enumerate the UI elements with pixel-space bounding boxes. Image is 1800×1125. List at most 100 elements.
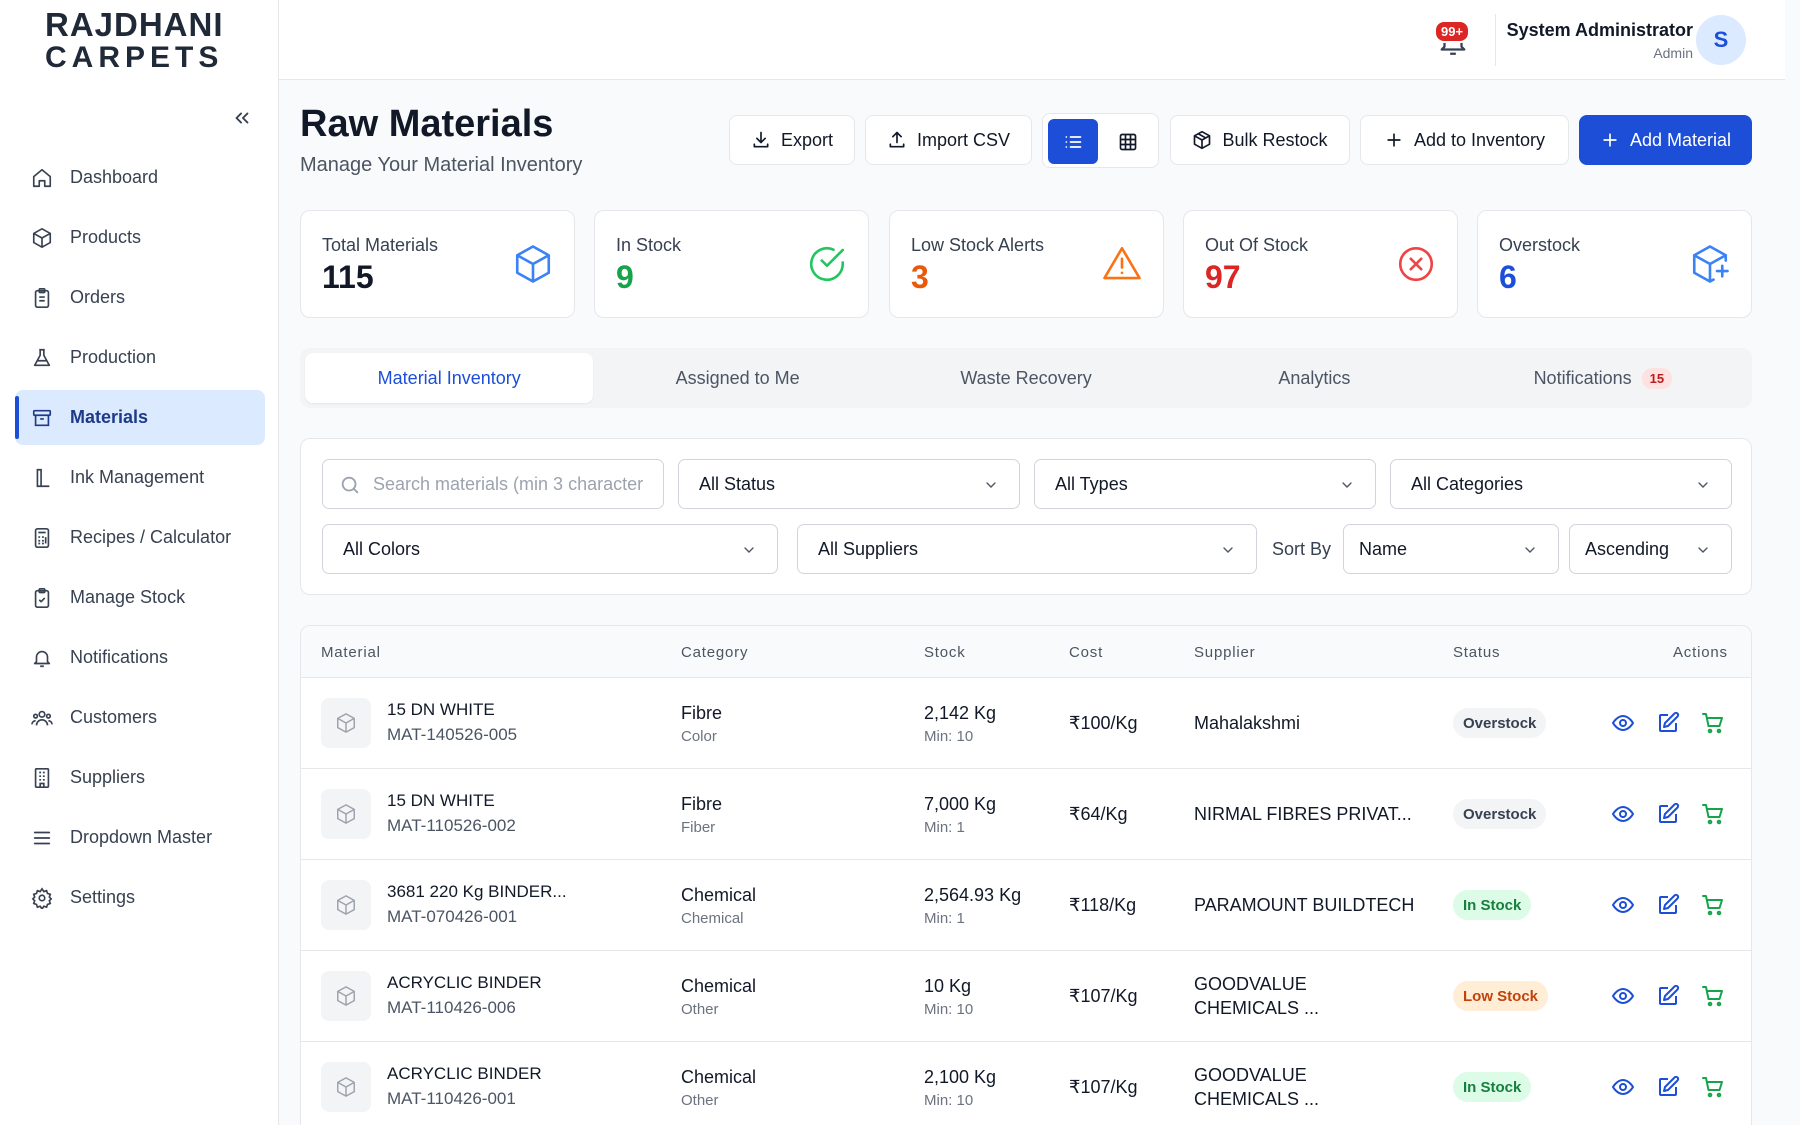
status-select[interactable]: All Status: [678, 459, 1020, 509]
list-view-button[interactable]: [1048, 119, 1098, 164]
users-icon: [30, 706, 54, 730]
sidebar-item-dashboard[interactable]: Dashboard: [15, 150, 265, 205]
colors-select[interactable]: All Colors: [322, 524, 778, 574]
column-header-material[interactable]: Material: [321, 644, 381, 661]
brand-logo[interactable]: RAJDHANI CARPETS: [45, 8, 224, 74]
edit-icon[interactable]: [1656, 984, 1680, 1008]
avatar[interactable]: S: [1696, 15, 1746, 65]
stock-qty: 2,142 Kg: [924, 703, 997, 723]
materials-table: Material Category Stock Cost Supplier St…: [300, 625, 1752, 1125]
table-row[interactable]: 3681 220 Kg BINDER... MAT-070426-001 Che…: [301, 860, 1751, 951]
search-input[interactable]: [373, 473, 643, 495]
sidebar-item-label: Customers: [70, 707, 158, 727]
cube-icon: [337, 986, 355, 1006]
cart-icon[interactable]: [1701, 711, 1725, 735]
import-csv-button[interactable]: Import CSV: [865, 115, 1032, 165]
sidebar: RAJDHANI CARPETS Dashboard Products Orde…: [0, 0, 279, 1125]
sub-category: Other: [681, 1001, 719, 1018]
edit-icon[interactable]: [1656, 893, 1680, 917]
material-code: MAT-070426-001: [387, 907, 518, 926]
categories-select[interactable]: All Categories: [1390, 459, 1732, 509]
sidebar-item-label: Suppliers: [70, 767, 146, 787]
sidebar-item-customers[interactable]: Customers: [15, 690, 265, 745]
cart-icon[interactable]: [1701, 802, 1725, 826]
bulk-restock-button[interactable]: Bulk Restock: [1170, 115, 1350, 165]
cart-icon[interactable]: [1701, 893, 1725, 917]
column-header-supplier[interactable]: Supplier: [1194, 644, 1256, 661]
sidebar-item-recipes-calculator[interactable]: Recipes / Calculator: [15, 510, 265, 565]
table-row[interactable]: ACRYCLIC BINDER MAT-110426-006 Chemical …: [301, 951, 1751, 1042]
column-header-category[interactable]: Category: [681, 644, 749, 661]
add-to-inventory-button[interactable]: Add to Inventory: [1360, 115, 1569, 165]
brand-line-2: CARPETS: [45, 41, 224, 74]
sidebar-item-notifications[interactable]: Notifications: [15, 630, 265, 685]
export-button[interactable]: Export: [729, 115, 855, 165]
x-circle-icon: [1398, 246, 1434, 282]
header-divider: [1495, 14, 1496, 66]
grid-view-button[interactable]: [1103, 119, 1153, 164]
tab-analytics[interactable]: Analytics: [1170, 353, 1458, 403]
user-info[interactable]: System Administrator Admin: [1507, 20, 1693, 61]
tab-waste-recovery[interactable]: Waste Recovery: [882, 353, 1170, 403]
notifications-button[interactable]: 99+: [1434, 20, 1471, 58]
sidebar-item-label: Dropdown Master: [70, 827, 213, 847]
stat-label: In Stock: [616, 235, 682, 255]
tab-material-inventory[interactable]: Material Inventory: [305, 353, 594, 403]
sort-field-select[interactable]: Name: [1343, 524, 1559, 574]
chevron-down-icon: [1698, 482, 1708, 488]
material-code: MAT-110426-001: [387, 1089, 516, 1108]
brand-line-1: RAJDHANI: [45, 6, 224, 43]
sidebar-item-products[interactable]: Products: [15, 210, 265, 265]
category: Fibre: [681, 794, 723, 814]
sidebar-item-label: Dashboard: [70, 167, 159, 187]
edit-icon[interactable]: [1656, 1075, 1680, 1099]
add-material-button[interactable]: Add Material: [1579, 115, 1752, 165]
supplier: GOODVALUE CHEMICALS ...: [1194, 1065, 1320, 1109]
table-row[interactable]: ACRYCLIC BINDER MAT-110426-001 Chemical …: [301, 1042, 1751, 1125]
stat-label: Out Of Stock: [1205, 235, 1309, 255]
suppliers-select[interactable]: All Suppliers: [797, 524, 1257, 574]
clipboard-icon: [30, 286, 54, 310]
types-select[interactable]: All Types: [1034, 459, 1376, 509]
supplier: NIRMAL FIBRES PRIVAT...: [1194, 804, 1412, 824]
stock-qty: 7,000 Kg: [924, 794, 997, 814]
edit-icon[interactable]: [1656, 802, 1680, 826]
sidebar-item-settings[interactable]: Settings: [15, 870, 265, 925]
column-header-stock[interactable]: Stock: [924, 644, 966, 661]
view-icon[interactable]: [1611, 984, 1635, 1008]
cart-icon[interactable]: [1701, 1075, 1725, 1099]
collapse-sidebar-button[interactable]: [228, 104, 256, 132]
sidebar-item-production[interactable]: Production: [15, 330, 265, 385]
sidebar-item-orders[interactable]: Orders: [15, 270, 265, 325]
table-row[interactable]: 15 DN WHITE MAT-140526-005 Fibre Color 2…: [301, 678, 1751, 769]
sidebar-item-suppliers[interactable]: Suppliers: [15, 750, 265, 805]
column-header-status[interactable]: Status: [1453, 644, 1501, 661]
grid-icon: [1119, 133, 1137, 150]
material-thumbnail: [321, 880, 371, 930]
column-header-cost[interactable]: Cost: [1069, 644, 1104, 661]
building-icon: [30, 766, 54, 790]
view-icon[interactable]: [1611, 711, 1635, 735]
user-role: Admin: [1653, 45, 1693, 61]
filters-panel: All Status All Types All Categories All …: [300, 438, 1752, 595]
tab-assigned-to-me[interactable]: Assigned to Me: [593, 353, 881, 403]
sidebar-item-dropdown-master[interactable]: Dropdown Master: [15, 810, 265, 865]
sidebar-item-ink-management[interactable]: Ink Management: [15, 450, 265, 505]
view-icon[interactable]: [1611, 802, 1635, 826]
view-icon[interactable]: [1611, 1075, 1635, 1099]
tab-notifications[interactable]: Notifications 15: [1459, 353, 1747, 403]
cart-icon[interactable]: [1701, 984, 1725, 1008]
material-thumbnail: [321, 971, 371, 1021]
category: Chemical: [681, 976, 757, 996]
stock-qty: 2,564.93 Kg: [924, 885, 1022, 905]
material-name: ACRYCLIC BINDER: [387, 973, 542, 992]
view-icon[interactable]: [1611, 893, 1635, 917]
sidebar-item-manage-stock[interactable]: Manage Stock: [15, 570, 265, 625]
sort-order-select[interactable]: Ascending: [1569, 524, 1732, 574]
sidebar-item-materials[interactable]: Materials: [15, 390, 265, 445]
table-row[interactable]: 15 DN WHITE MAT-110526-002 Fibre Fiber 7…: [301, 769, 1751, 860]
cube-icon: [337, 713, 355, 733]
edit-icon[interactable]: [1656, 711, 1680, 735]
sidebar-item-label: Production: [70, 347, 157, 367]
search-field: [322, 459, 664, 509]
